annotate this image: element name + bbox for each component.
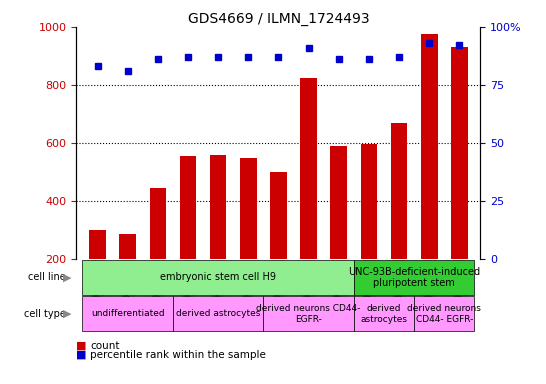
- Text: derived
astrocytes: derived astrocytes: [360, 304, 407, 324]
- Text: derived neurons CD44-
EGFR-: derived neurons CD44- EGFR-: [257, 304, 361, 324]
- Bar: [89, 230, 106, 259]
- Bar: [270, 172, 287, 259]
- Bar: [451, 47, 468, 259]
- Bar: [330, 146, 347, 259]
- Text: ▶: ▶: [62, 309, 71, 319]
- Text: ■: ■: [76, 350, 87, 360]
- Bar: [180, 156, 197, 259]
- Text: count: count: [90, 341, 120, 351]
- Bar: [240, 157, 257, 259]
- Bar: [82, 260, 354, 295]
- Text: undifferentiated: undifferentiated: [91, 310, 164, 318]
- Text: cell line: cell line: [28, 272, 66, 282]
- Bar: [120, 235, 136, 259]
- Bar: [391, 123, 407, 259]
- Bar: [173, 296, 263, 331]
- Bar: [210, 155, 227, 259]
- Bar: [82, 296, 173, 331]
- Bar: [300, 78, 317, 259]
- Text: cell type: cell type: [23, 309, 66, 319]
- Bar: [150, 188, 166, 259]
- Bar: [263, 296, 354, 331]
- Text: embryonic stem cell H9: embryonic stem cell H9: [160, 272, 276, 282]
- Bar: [354, 296, 414, 331]
- Bar: [354, 260, 474, 295]
- Bar: [414, 296, 474, 331]
- Bar: [421, 34, 437, 259]
- Text: derived astrocytes: derived astrocytes: [176, 310, 260, 318]
- Title: GDS4669 / ILMN_1724493: GDS4669 / ILMN_1724493: [188, 12, 369, 26]
- Text: percentile rank within the sample: percentile rank within the sample: [90, 350, 266, 360]
- Bar: [360, 144, 377, 259]
- Text: ▶: ▶: [62, 272, 71, 282]
- Text: derived neurons
CD44- EGFR-: derived neurons CD44- EGFR-: [407, 304, 481, 324]
- Text: ■: ■: [76, 341, 87, 351]
- Text: UNC-93B-deficient-induced
pluripotent stem: UNC-93B-deficient-induced pluripotent st…: [348, 266, 480, 288]
